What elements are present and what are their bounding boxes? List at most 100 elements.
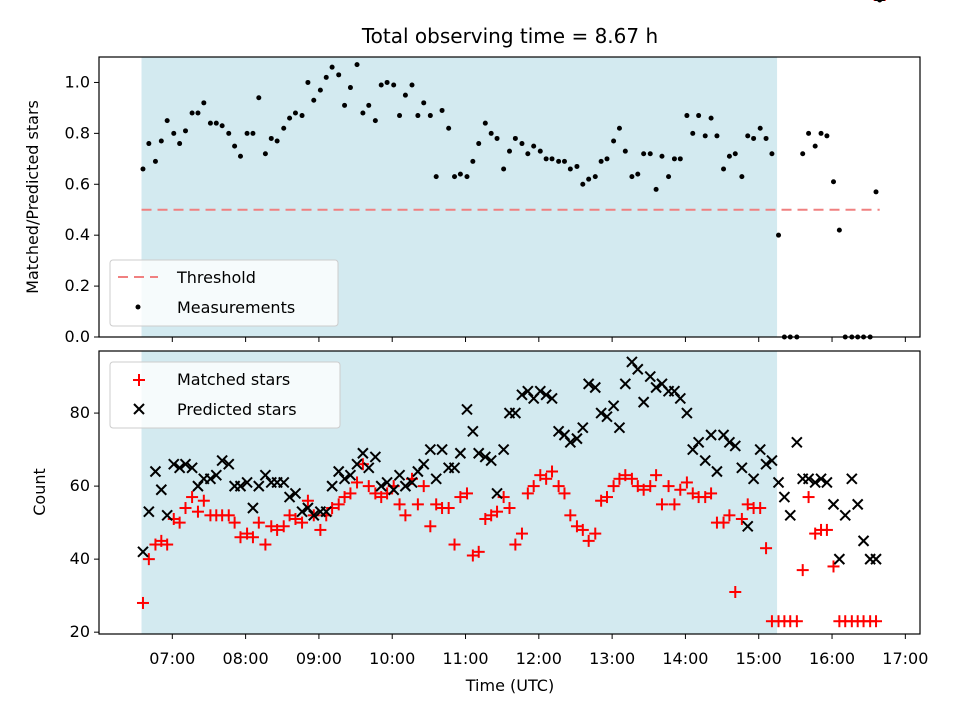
predicted-star-point [839, 509, 851, 522]
measurement-point [189, 110, 195, 116]
measurement-point [671, 156, 677, 162]
y-tick-label: 40 [70, 549, 90, 568]
measurement-point [250, 130, 256, 136]
y-tick-label: 60 [70, 476, 90, 495]
predicted-star-point [607, 400, 620, 412]
predicted-star-point [344, 469, 357, 481]
measurement-point [158, 138, 164, 144]
predicted-star-point [296, 505, 308, 518]
measurement-point [629, 174, 635, 180]
predicted-star-point [791, 436, 803, 448]
matched-star-point [399, 509, 412, 522]
matched-star-point [448, 538, 461, 551]
predicted-star-point [742, 520, 754, 532]
measurement-point [580, 181, 586, 187]
bottom-panel: 20 40 60 80 07:00 08:00 09:00 10:00 11:00 12:00 1… [30, 0, 928, 695]
x-tick-label: 16:00 [809, 649, 855, 668]
matched-star-point [735, 512, 748, 525]
predicted-star-point [338, 473, 351, 485]
legend-threshold-label: Threshold [176, 268, 256, 287]
predicted-star-point [723, 436, 736, 448]
matched-star-point [252, 516, 265, 529]
matched-star-point [314, 523, 327, 536]
y-tick-label: 0.8 [65, 123, 90, 142]
measurement-point [659, 153, 665, 159]
measurement-point [800, 151, 806, 157]
matched-star-point [619, 469, 632, 482]
measurement-point [556, 158, 562, 164]
measurement-point [464, 174, 470, 180]
measurement-point [421, 100, 427, 106]
predicted-star-point [778, 491, 791, 503]
predicted-star-point [479, 451, 492, 463]
matched-star-point [259, 538, 272, 551]
x-tick-label: 14:00 [662, 649, 708, 668]
measurement-point [391, 82, 397, 88]
measurement-point [507, 148, 512, 154]
measurement-point [708, 115, 714, 121]
matched-star-point [222, 509, 235, 522]
predicted-star-point [644, 370, 656, 383]
matched-star-point [600, 491, 613, 504]
matched-star-point [662, 480, 675, 493]
x-tick-label: 13:00 [589, 649, 635, 668]
matched-star-point [296, 516, 309, 529]
measurement-point [207, 120, 213, 126]
matched-star-point [234, 531, 247, 544]
matched-star-point [460, 487, 473, 500]
predicted-stars-points [137, 0, 885, 565]
measurement-point [336, 72, 342, 78]
measurement-point [751, 135, 757, 141]
matched-star-point [552, 480, 565, 493]
predicted-star-point [589, 381, 601, 394]
matched-star-point [393, 498, 406, 511]
predicted-star-point [137, 546, 149, 558]
predicted-star-point [681, 407, 693, 419]
matched-star-point [729, 586, 742, 599]
measurement-point [549, 156, 555, 162]
matched-stars-points [136, 0, 886, 628]
predicted-star-point [717, 429, 730, 441]
predicted-star-point [754, 443, 766, 456]
measurement-point [457, 171, 463, 177]
predicted-star-point [216, 454, 228, 467]
matched-star-point [637, 483, 650, 496]
predicted-star-point [430, 473, 442, 485]
measurement-point [677, 156, 683, 162]
measurement-point [232, 143, 238, 149]
measurement-point [721, 166, 727, 172]
measurement-point [219, 123, 225, 129]
predicted-star-point [418, 458, 430, 470]
predicted-star-point [705, 429, 717, 441]
measurement-point [299, 113, 305, 119]
measurement-point [244, 130, 250, 136]
matched-star-point [136, 596, 149, 609]
predicted-star-point [168, 458, 180, 470]
predicted-star-point [241, 476, 253, 489]
matched-star-point [680, 476, 693, 489]
predicted-star-point [809, 476, 821, 489]
measurement-point [543, 156, 549, 162]
matched-star-point [827, 560, 840, 573]
measurement-point [177, 141, 183, 147]
measurement-point [329, 64, 335, 70]
bottom-y-ticks: 20 40 60 80 [70, 403, 99, 641]
measurement-point [195, 110, 201, 116]
measurement-point [690, 130, 696, 136]
measurement-point [402, 92, 408, 98]
matched-star-point [655, 498, 668, 511]
x-tick-label: 12:00 [516, 649, 562, 668]
predicted-star-point [802, 473, 815, 485]
matched-star-point [527, 480, 540, 493]
measurement-point [446, 125, 452, 131]
predicted-star-point [326, 480, 338, 492]
predicted-star-point [424, 443, 437, 456]
matched-star-point [521, 487, 534, 500]
measurement-point [519, 141, 525, 147]
measurement-point [292, 110, 298, 116]
measurement-point [323, 74, 329, 80]
predicted-star-point [192, 480, 204, 492]
predicted-star-point [784, 509, 796, 522]
predicted-star-point [155, 484, 168, 496]
predicted-star-point [699, 454, 711, 467]
